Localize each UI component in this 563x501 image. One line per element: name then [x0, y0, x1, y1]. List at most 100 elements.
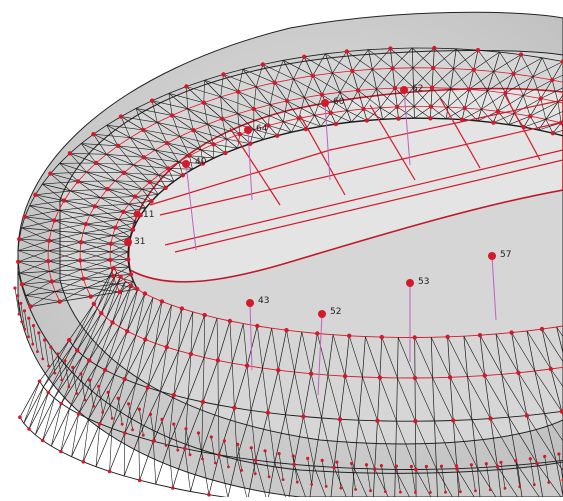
mesh-node: [413, 335, 417, 339]
mesh-node: [539, 96, 543, 100]
mesh-node: [165, 141, 169, 145]
mesh-node: [216, 358, 220, 362]
mesh-node: [121, 210, 125, 214]
mesh-node: [238, 132, 242, 136]
mesh-node: [519, 52, 523, 56]
mesh-node: [329, 111, 333, 115]
mesh-edge: [61, 414, 79, 452]
mesh-node: [165, 345, 169, 349]
mesh-edge: [383, 119, 399, 120]
mesh-node: [16, 260, 20, 264]
mesh-node: [509, 330, 513, 334]
mesh-node: [399, 491, 402, 494]
mesh-node: [528, 114, 532, 118]
mesh-edge: [83, 462, 96, 467]
mesh-node: [103, 368, 107, 372]
mesh-node: [413, 376, 417, 380]
mesh-node: [284, 328, 288, 332]
mesh-node: [485, 462, 488, 465]
mesh-node: [60, 402, 64, 406]
mesh-node: [108, 258, 112, 262]
mesh-node: [170, 113, 174, 117]
mesh-node: [33, 193, 37, 197]
mesh-node: [171, 486, 175, 490]
mesh-node: [142, 434, 145, 437]
mesh-node: [292, 463, 296, 467]
mesh-node: [292, 455, 295, 458]
node-label: 11: [143, 210, 154, 220]
mesh-node: [343, 374, 347, 378]
mesh-node: [47, 391, 51, 395]
mesh-node: [380, 464, 383, 467]
mesh-node: [395, 105, 399, 109]
mesh-node: [143, 337, 147, 341]
mesh-node: [335, 461, 338, 464]
mesh-node: [123, 431, 127, 435]
mesh-node: [58, 299, 62, 303]
mesh-node: [301, 414, 305, 418]
mesh-node: [41, 358, 44, 361]
mesh-edge: [43, 404, 62, 441]
mesh-node: [306, 457, 309, 460]
mesh-node: [236, 443, 239, 446]
mesh-node: [365, 118, 369, 122]
mesh-node: [78, 258, 82, 262]
node-label: 43: [258, 296, 269, 306]
mesh-node: [118, 290, 122, 294]
mesh-node: [543, 455, 546, 458]
mesh-edge: [140, 480, 156, 484]
mesh-node: [217, 453, 221, 457]
mesh-node: [36, 350, 39, 353]
mesh-node: [129, 283, 133, 287]
mesh-node: [315, 331, 319, 335]
mesh-node: [180, 306, 184, 310]
mesh-node: [129, 272, 133, 276]
mesh-node: [146, 385, 150, 389]
mesh-node: [514, 459, 517, 462]
mesh-node: [108, 470, 112, 474]
mesh-node: [189, 352, 193, 356]
mesh-node: [160, 299, 164, 303]
mesh-node: [110, 320, 114, 324]
mesh-node: [50, 279, 54, 283]
mesh-node: [43, 338, 46, 341]
mesh-node: [82, 460, 86, 464]
mesh-node: [250, 446, 253, 449]
mesh-node: [248, 142, 252, 146]
mesh-node: [540, 327, 544, 331]
mesh-node: [138, 478, 142, 482]
mesh-node: [460, 117, 464, 121]
mesh-node: [28, 304, 32, 308]
mesh-node: [522, 125, 526, 129]
mesh-node: [304, 127, 308, 131]
mesh-node: [71, 366, 74, 369]
mesh-node: [118, 275, 122, 279]
mesh-node: [84, 399, 87, 402]
mesh-node: [236, 90, 240, 94]
mesh-edge: [359, 420, 378, 421]
mesh-node: [393, 86, 397, 90]
mesh-node: [46, 259, 50, 263]
mesh-node: [478, 333, 482, 337]
mesh-node: [93, 204, 97, 208]
mesh-node: [549, 367, 553, 371]
mesh-node: [474, 489, 477, 492]
mesh-node: [176, 449, 179, 452]
mesh-node: [395, 465, 398, 468]
mesh-node: [149, 199, 153, 203]
mesh-node: [189, 453, 192, 456]
mesh-node: [68, 385, 71, 388]
mesh-node: [410, 465, 413, 468]
mesh-node: [109, 242, 113, 246]
mesh-node: [122, 171, 126, 175]
mesh-node: [440, 465, 443, 468]
mesh-node: [60, 379, 63, 382]
mesh-edge: [437, 469, 458, 470]
mesh-edge: [365, 337, 381, 338]
mesh-node: [285, 99, 289, 103]
mesh-node: [264, 449, 267, 452]
mesh-node: [181, 173, 185, 177]
mesh-node: [221, 72, 225, 76]
mesh-node: [275, 134, 279, 138]
